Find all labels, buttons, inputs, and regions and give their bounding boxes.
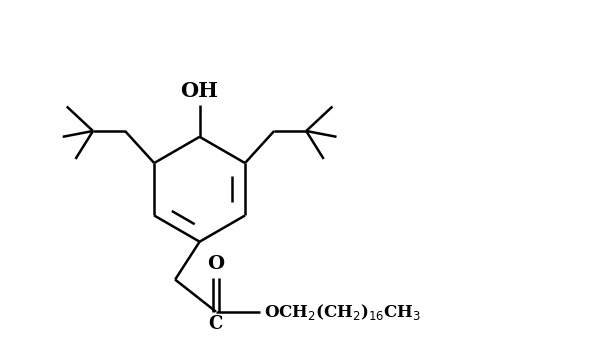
Text: OCH$_2$(CH$_2$)$_{16}$CH$_3$: OCH$_2$(CH$_2$)$_{16}$CH$_3$ [264, 302, 421, 321]
Text: C: C [209, 314, 223, 333]
Text: O: O [207, 254, 225, 273]
Text: OH: OH [181, 81, 219, 101]
